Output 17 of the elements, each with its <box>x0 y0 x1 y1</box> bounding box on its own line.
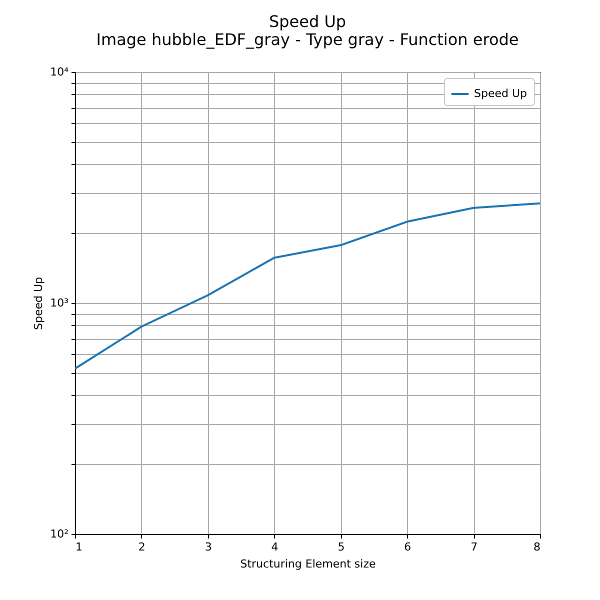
x-tick-label: 1 <box>76 540 82 554</box>
y-tick-label: 10² <box>50 528 68 540</box>
y-tick-label: 10⁴ <box>50 66 70 78</box>
x-tick-label: 8 <box>534 540 540 554</box>
x-tick-label: 3 <box>204 540 212 554</box>
x-tick-label: 4 <box>271 540 278 554</box>
x-axis-title: Structuring Element size <box>240 558 376 570</box>
x-tick-label: 5 <box>338 540 345 554</box>
x-tick-label: 7 <box>470 540 478 554</box>
legend-label: Speed Up <box>474 87 528 100</box>
y-axis-title: Speed Up <box>32 276 46 330</box>
chart-title: Speed Up <box>268 12 346 31</box>
x-tick-label: 6 <box>404 540 412 554</box>
x-tick-label: 2 <box>138 540 146 554</box>
chart-subtitle: Image hubble_EDF_gray - Type gray - Function erode <box>96 30 519 49</box>
line-series <box>75 202 540 370</box>
y-tick-label: 10³ <box>50 296 68 310</box>
